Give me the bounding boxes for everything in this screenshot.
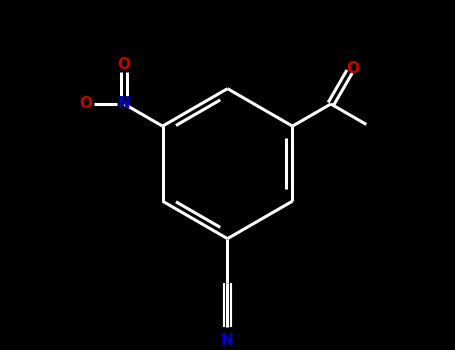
Text: O: O — [118, 57, 131, 72]
Text: N: N — [221, 334, 234, 349]
Text: O: O — [80, 97, 92, 112]
Text: O: O — [347, 61, 359, 76]
Text: N: N — [118, 97, 131, 112]
